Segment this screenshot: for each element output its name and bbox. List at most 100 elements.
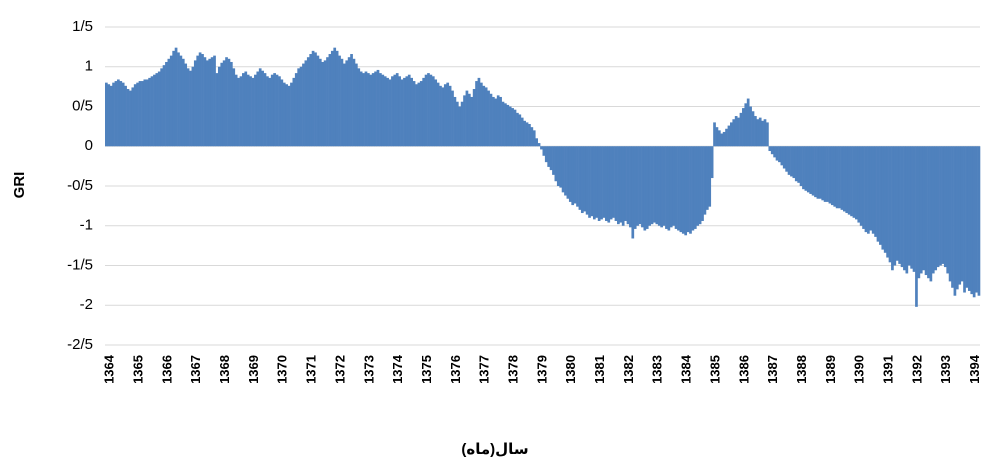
bar <box>484 87 488 147</box>
bar <box>138 81 142 147</box>
bar <box>833 146 837 207</box>
bar <box>650 146 654 225</box>
bar <box>374 71 377 147</box>
bar <box>285 84 288 147</box>
bar <box>561 146 565 193</box>
bar <box>242 73 245 147</box>
bar <box>782 146 786 169</box>
bar <box>429 74 433 147</box>
bar <box>874 146 877 237</box>
bar <box>431 76 435 147</box>
bar <box>665 146 668 229</box>
x-tick-label: 1377 <box>477 355 492 384</box>
bar <box>535 138 538 147</box>
bar <box>227 58 231 147</box>
bar <box>448 85 452 147</box>
bar <box>811 146 815 196</box>
bar <box>129 90 132 147</box>
bar <box>684 146 688 236</box>
bar <box>922 146 926 271</box>
bar <box>266 76 269 147</box>
bar <box>112 82 115 147</box>
bar <box>965 146 969 288</box>
bar <box>174 47 178 147</box>
bar <box>900 146 904 268</box>
bar <box>556 146 560 186</box>
x-tick-label: 1373 <box>361 355 376 384</box>
bar <box>179 55 183 147</box>
bar <box>537 143 541 147</box>
bar <box>693 146 697 229</box>
bar <box>316 55 320 147</box>
bar <box>677 146 680 231</box>
bar <box>653 146 656 223</box>
bar <box>294 73 298 147</box>
bar <box>691 146 695 231</box>
bar <box>172 50 176 147</box>
bar <box>105 82 108 147</box>
bar <box>364 71 368 147</box>
bar <box>352 58 356 147</box>
bar <box>970 146 974 295</box>
bar <box>189 70 192 147</box>
bar <box>802 146 805 190</box>
bar <box>698 146 702 225</box>
bar <box>201 54 204 147</box>
bar <box>559 146 563 188</box>
bar <box>184 63 188 147</box>
x-tick-label: 1375 <box>419 355 434 384</box>
bar <box>499 96 502 147</box>
bar <box>405 76 409 147</box>
bar <box>141 81 144 147</box>
bar <box>821 146 825 201</box>
bar <box>395 73 399 147</box>
bar <box>460 101 464 147</box>
x-tick-label: 1381 <box>592 355 607 384</box>
bar <box>547 146 551 167</box>
bar <box>504 103 507 147</box>
bar <box>330 50 334 147</box>
bar <box>758 117 762 147</box>
bar <box>403 77 406 147</box>
bar <box>876 146 880 242</box>
bar <box>109 85 113 147</box>
bar <box>205 60 209 147</box>
bar <box>400 79 404 147</box>
bar <box>638 146 642 225</box>
bar <box>446 82 450 147</box>
bar <box>552 146 555 175</box>
bar <box>845 146 849 214</box>
bar <box>217 66 221 147</box>
x-tick-label: 1389 <box>823 355 838 384</box>
bar <box>314 52 317 147</box>
bar <box>917 146 921 279</box>
bar <box>465 90 469 147</box>
bar <box>573 146 577 204</box>
bar <box>924 146 928 276</box>
bar <box>857 146 861 223</box>
bar <box>213 55 216 147</box>
bar <box>624 146 627 221</box>
y-tick-label: 1/5 <box>72 18 93 35</box>
bar <box>318 58 322 147</box>
bar <box>597 146 601 221</box>
bar <box>602 146 606 218</box>
bar <box>657 146 661 226</box>
bar <box>826 146 829 202</box>
bar <box>912 146 916 272</box>
bar <box>350 54 353 147</box>
bar <box>809 146 813 194</box>
bar <box>121 82 125 147</box>
bar <box>299 66 303 147</box>
bar <box>886 146 889 258</box>
bar <box>835 146 839 209</box>
bar <box>143 79 147 147</box>
bar <box>133 84 137 147</box>
bar <box>778 146 781 163</box>
y-tick-label: 0/5 <box>72 97 93 114</box>
bar <box>871 146 875 234</box>
bar <box>751 111 755 147</box>
bar <box>162 65 166 147</box>
bar <box>770 146 774 155</box>
